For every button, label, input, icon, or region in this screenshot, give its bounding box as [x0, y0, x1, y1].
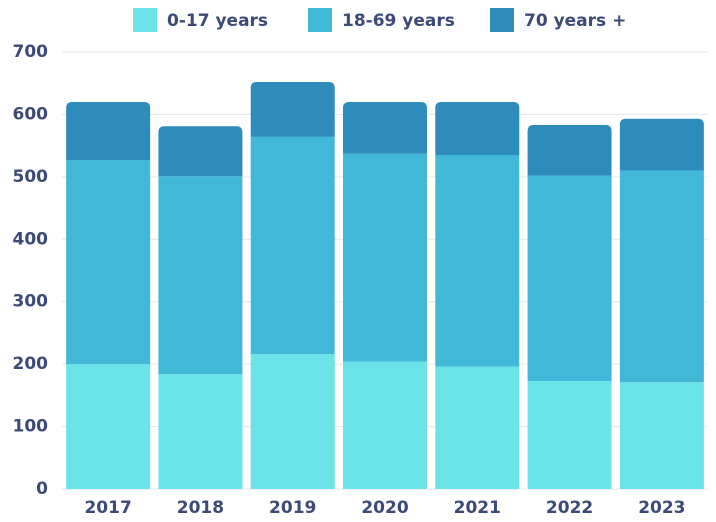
x-tick-label: 2019	[269, 498, 316, 518]
bar-segment	[619, 170, 704, 383]
bar-segment	[435, 155, 520, 367]
y-tick-label: 600	[13, 104, 49, 124]
legend-swatch	[490, 8, 514, 32]
bar-segment	[66, 364, 151, 489]
legend-swatch	[133, 8, 157, 32]
bar-segment	[527, 125, 612, 176]
bar-segment	[158, 126, 243, 177]
legend-label: 70 years +	[524, 11, 626, 31]
y-tick-label: 300	[13, 292, 49, 312]
y-tick-label: 700	[13, 42, 49, 62]
y-tick-label: 100	[13, 417, 49, 437]
legend-label: 0-17 years	[167, 11, 268, 31]
bar-segment	[619, 382, 704, 489]
x-tick-label: 2020	[361, 498, 408, 518]
bar-segment	[343, 361, 427, 489]
bar-segment	[527, 380, 612, 489]
bar-segment	[619, 118, 704, 171]
bar-segment	[250, 136, 335, 355]
bar-segment	[66, 160, 151, 365]
bar-segment	[158, 374, 243, 489]
legend-label: 18-69 years	[342, 11, 455, 31]
x-tick-label: 2023	[638, 498, 685, 518]
x-tick-label: 2017	[84, 498, 131, 518]
x-tick-label: 2022	[546, 498, 593, 518]
y-tick-label: 500	[13, 167, 49, 187]
bar-segment	[435, 366, 520, 489]
bar-segment	[66, 101, 151, 161]
legend: 0-17 years 18-69 years 70 years +	[133, 8, 626, 32]
x-tick-label: 2018	[177, 498, 224, 518]
bar-segment	[158, 176, 243, 375]
bar-segment	[343, 101, 427, 154]
bar-segment	[527, 175, 612, 381]
x-tick-label: 2021	[454, 498, 501, 518]
bar-segment	[250, 81, 335, 137]
bar-segment	[435, 101, 520, 156]
bar-segment	[343, 153, 427, 362]
legend-swatch	[308, 8, 332, 32]
y-tick-label: 400	[13, 229, 49, 249]
bar-segment	[250, 354, 335, 489]
y-tick-label: 0	[36, 479, 48, 499]
y-tick-label: 200	[13, 354, 49, 374]
